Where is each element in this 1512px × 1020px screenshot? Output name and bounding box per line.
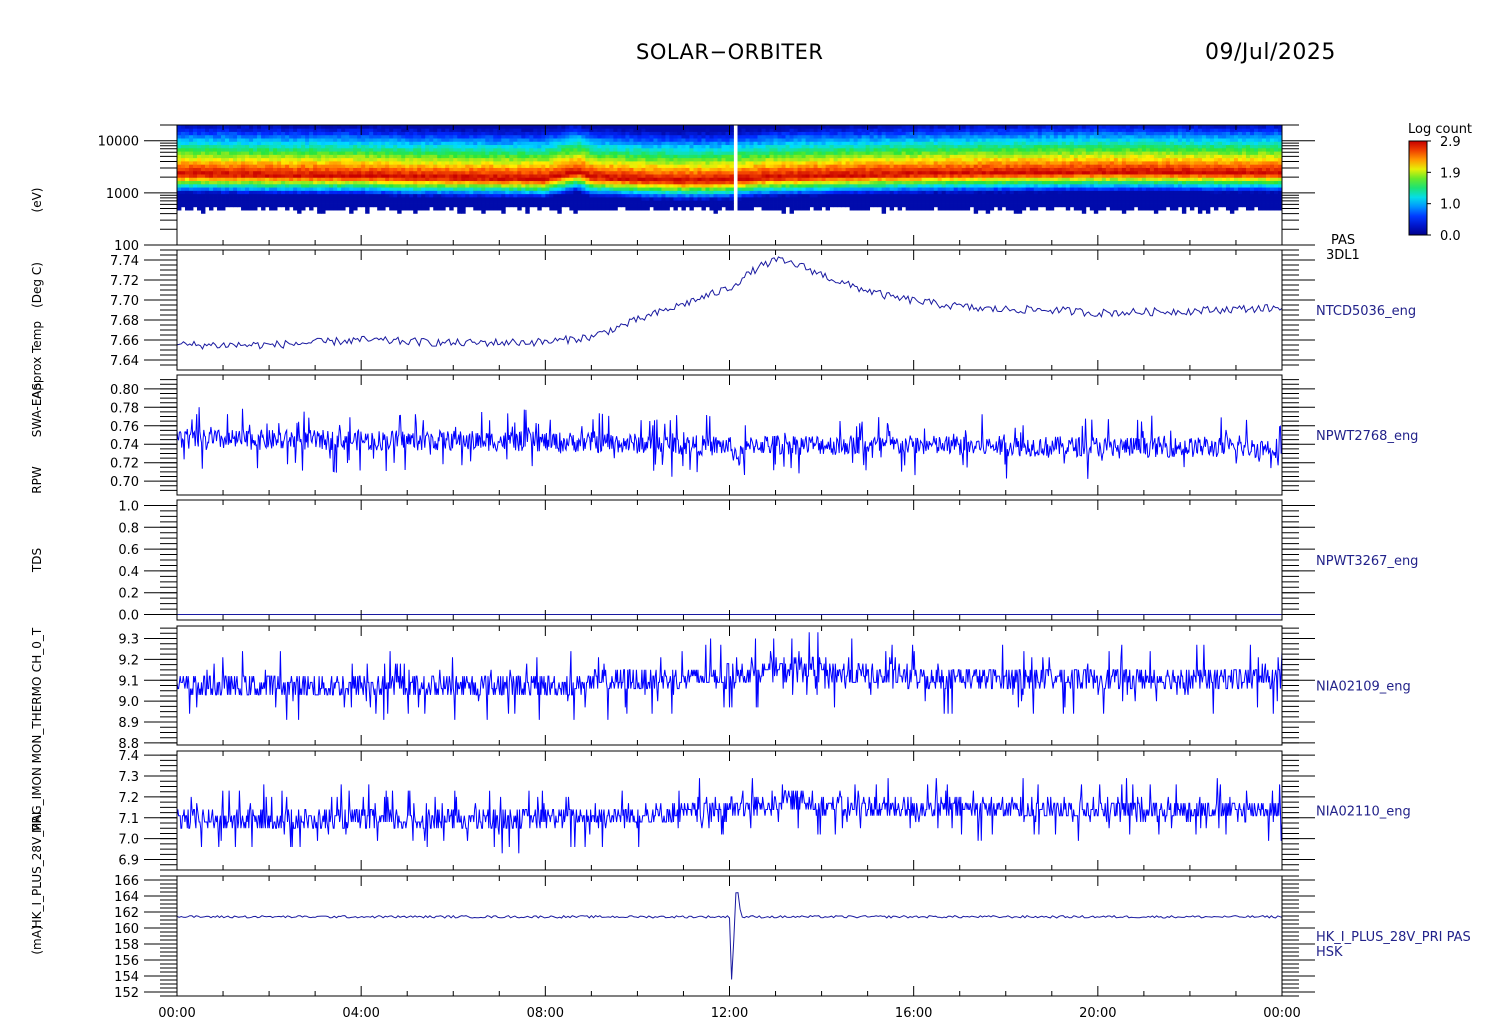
- panel-frame: [176, 374, 1283, 496]
- series-label: NIA02110_eng: [1316, 805, 1411, 820]
- series-label: NTCD5036_eng: [1316, 304, 1416, 319]
- y-axis-label: RPW: [30, 466, 44, 494]
- y-axis-label: HK_I_PLUS_28V_PRI: [30, 812, 44, 929]
- series-label: PAS: [1331, 233, 1355, 248]
- y-axis-label: TDS: [30, 548, 44, 573]
- y-tick-label: 6.9: [118, 854, 139, 869]
- colorbar-title: Log count: [1408, 122, 1472, 137]
- y-tick-label: 0.80: [110, 383, 139, 398]
- panel-nia02110-eng: 6.9 7.0 7.1 7.2 7.3 7.4 NIA02110_eng: [118, 749, 1411, 871]
- colorbar-tick-label: 0.0: [1440, 229, 1461, 244]
- y-tick-label: 7.70: [110, 294, 139, 309]
- y-tick-label: 166: [114, 874, 139, 889]
- series-line: [176, 892, 1283, 980]
- series-label: HSK: [1316, 945, 1343, 960]
- y-tick-label: 0.78: [110, 401, 139, 416]
- colorbar-tick-label: 1.0: [1440, 198, 1461, 213]
- colorbar-tick-label: 2.9: [1440, 135, 1461, 150]
- y-tick-label: 7.74: [110, 254, 139, 269]
- y-tick-label: 0.70: [110, 475, 139, 490]
- y-axis-label: CH_0_T: [30, 627, 44, 672]
- series-line: [176, 778, 1283, 854]
- colorbar: [1408, 140, 1428, 236]
- panel-npwt3267-eng: 0.0 0.2 0.4 0.6 0.8 1.0 NPWT3267_eng: [118, 499, 1418, 623]
- y-tick-label: 0.8: [118, 521, 139, 536]
- y-tick-label: 152: [114, 986, 139, 1001]
- y-tick-label: 9.0: [118, 695, 139, 710]
- y-tick-label: 156: [114, 954, 139, 969]
- panel-frame: [176, 249, 1283, 371]
- y-tick-label: 164: [114, 890, 139, 905]
- panel-frame: [176, 875, 1283, 997]
- y-axis-label: MAG_IMON: [30, 767, 44, 833]
- x-tick-label: 00:00: [158, 1006, 195, 1020]
- series-line: [176, 256, 1283, 350]
- y-tick-label: 8.9: [118, 716, 139, 731]
- y-tick-label: 10000: [98, 135, 139, 150]
- mission-title: SOLAR−ORBITER: [636, 40, 824, 64]
- y-tick-label: 0.72: [110, 457, 139, 472]
- y-tick-label: 7.66: [110, 334, 139, 349]
- y-tick-label: 1000: [106, 187, 139, 202]
- y-tick-label: 162: [114, 906, 139, 921]
- series-label: NPWT3267_eng: [1316, 554, 1418, 569]
- y-tick-label: 7.2: [118, 791, 139, 806]
- y-tick-label: 0.6: [118, 543, 139, 558]
- y-tick-label: 7.4: [118, 749, 139, 764]
- y-tick-label: 7.0: [118, 833, 139, 848]
- y-axis-label: Approx Temp: [30, 321, 44, 399]
- y-axis-label: SWA-EAS: [30, 383, 44, 438]
- panel-nia02109-eng: 8.8 8.9 9.0 9.1 9.2 9.3 NIA02109_eng: [118, 625, 1411, 752]
- x-tick-label: 08:00: [527, 1006, 564, 1020]
- x-tick-label: 20:00: [1079, 1006, 1116, 1020]
- y-tick-label: 1.0: [118, 499, 139, 514]
- panel-ntcd5036-eng: 7.64 7.66 7.68 7.70 7.72 7.74 NTCD5036_eng: [110, 249, 1416, 371]
- y-tick-label: 9.1: [118, 674, 139, 689]
- y-axis-label: MON_THERMO: [30, 677, 44, 764]
- y-tick-label: 7.64: [110, 354, 139, 369]
- series-label: HK_I_PLUS_28V_PRI PAS: [1316, 930, 1471, 945]
- y-tick-label: 8.8: [118, 737, 139, 752]
- y-tick-label: 0.0: [118, 609, 139, 624]
- y-tick-label: 9.2: [118, 653, 139, 668]
- series-label: NPWT2768_eng: [1316, 429, 1418, 444]
- y-tick-label: 9.3: [118, 633, 139, 648]
- y-tick-label: 160: [114, 922, 139, 937]
- y-tick-label: 7.72: [110, 274, 139, 289]
- y-tick-label: 154: [114, 970, 139, 985]
- y-tick-label: 0.4: [118, 565, 139, 580]
- y-axis-label: (mA): [30, 925, 44, 954]
- y-axis-label: (eV): [30, 188, 44, 213]
- plot-date: 09/Jul/2025: [1205, 40, 1336, 65]
- x-tick-label: 00:00: [1263, 1006, 1300, 1020]
- y-tick-label: 7.3: [118, 770, 139, 785]
- y-tick-label: 0.74: [110, 438, 139, 453]
- y-tick-label: 0.76: [110, 420, 139, 435]
- x-tick-label: 16:00: [895, 1006, 932, 1020]
- series-line: [176, 407, 1283, 479]
- y-tick-label: 100: [114, 239, 139, 254]
- panel-npwt2768-eng: 0.70 0.72 0.74 0.76 0.78 0.80 NPWT2768_eng: [110, 374, 1418, 496]
- series-line: [176, 632, 1283, 720]
- y-tick-label: 7.68: [110, 314, 139, 329]
- x-tick-label: 04:00: [342, 1006, 379, 1020]
- y-tick-label: 7.1: [118, 812, 139, 827]
- y-tick-label: 0.2: [118, 587, 139, 602]
- series-label: NIA02109_eng: [1316, 680, 1411, 695]
- panel-frame: [176, 499, 1283, 621]
- series-label: 3DL1: [1326, 248, 1360, 263]
- y-axis-label: (Deg C): [30, 262, 44, 308]
- x-tick-label: 12:00: [711, 1006, 748, 1020]
- y-tick-label: 158: [114, 938, 139, 953]
- colorbar-tick-label: 1.9: [1440, 166, 1461, 181]
